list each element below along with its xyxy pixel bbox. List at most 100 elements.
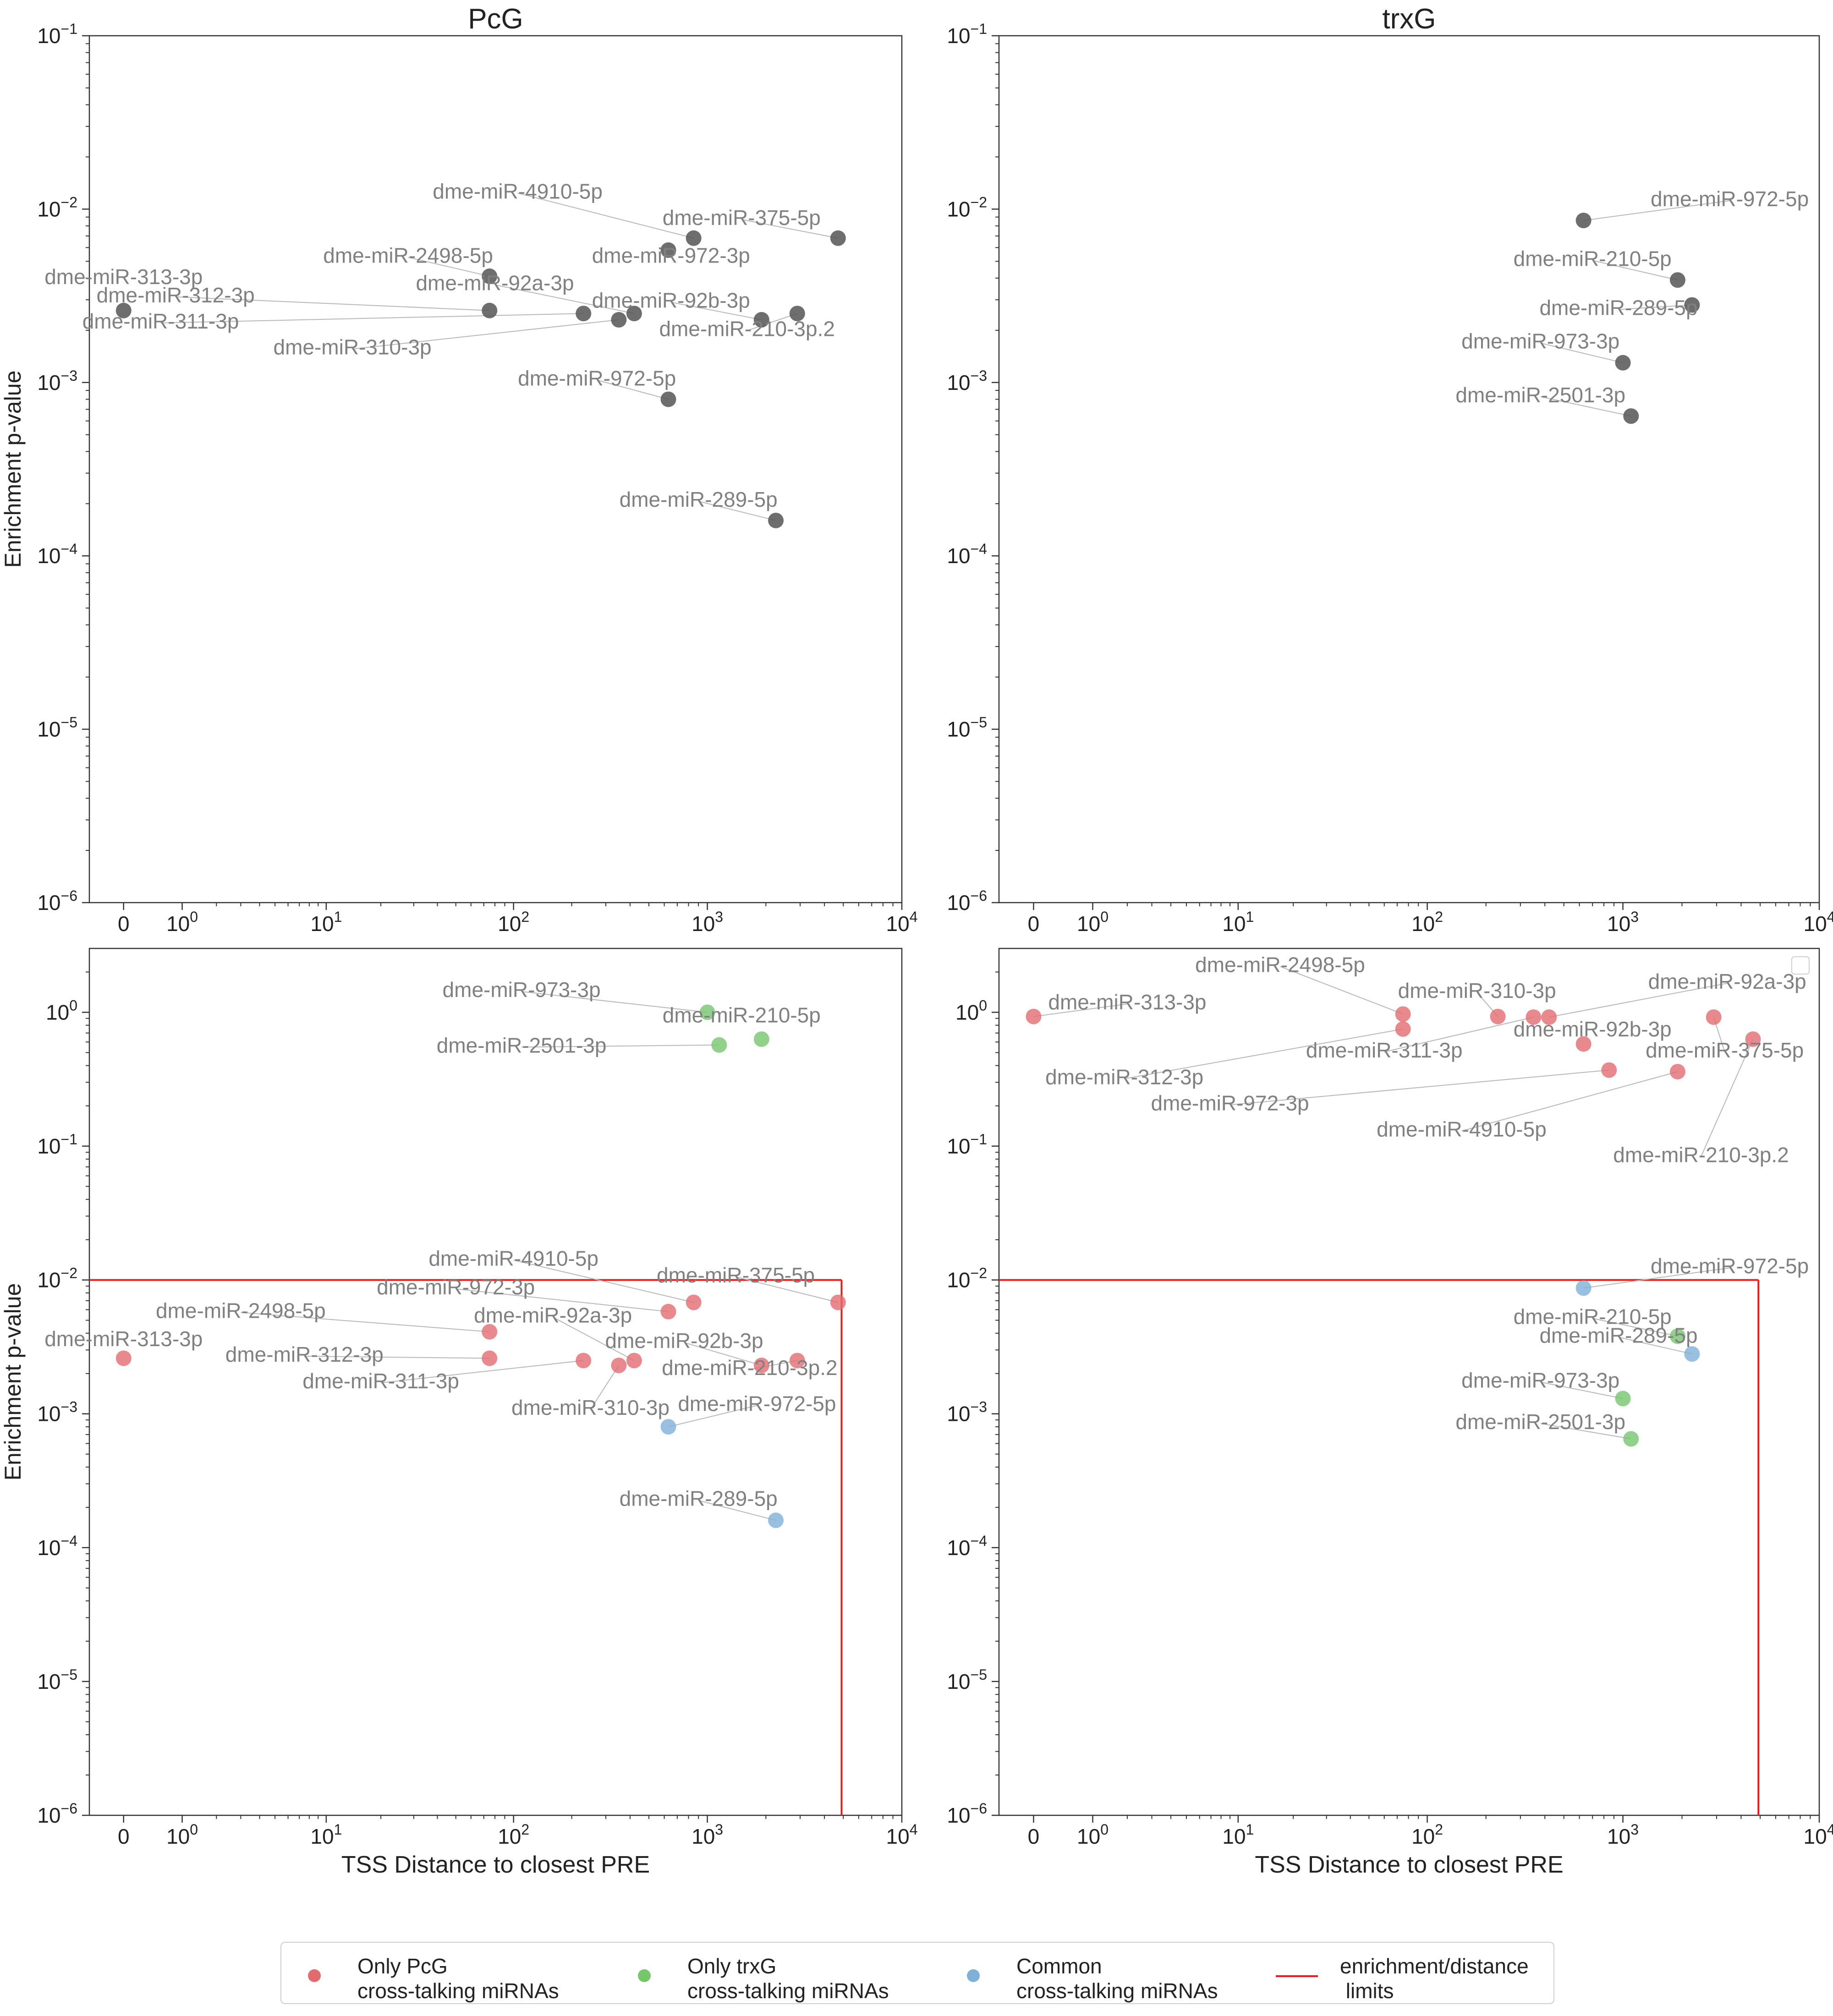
y-tick-label: 10−1: [37, 1131, 77, 1158]
x-tick-label: 103: [691, 909, 723, 936]
x-tick-label: 104: [886, 909, 918, 936]
point-label: dme-miR-289-5p: [1539, 1323, 1697, 1347]
leader-line: [1124, 1028, 1403, 1079]
point-label: dme-miR-92a-3p: [1648, 970, 1806, 993]
point-label: dme-miR-210-3p.2: [662, 1356, 837, 1380]
leader-line: [1592, 1318, 1678, 1337]
point-label: dme-miR-972-3p: [1151, 1091, 1309, 1115]
data-point: [115, 302, 132, 318]
x-tick-label: 101: [1222, 1821, 1254, 1848]
leader-line: [684, 1342, 762, 1366]
y-tick-label: 10−2: [947, 1265, 987, 1292]
leader-line: [304, 1356, 490, 1359]
x-tick-label: 101: [1222, 909, 1254, 936]
data-point: [576, 306, 592, 322]
data-point: [482, 302, 498, 318]
leader-line: [1618, 1337, 1692, 1355]
point-label: dme-miR-972-5p: [678, 1391, 836, 1415]
data-point: [660, 1419, 676, 1435]
data-point: [1526, 1009, 1542, 1025]
leader-line: [521, 1044, 719, 1048]
legend-label-pcg: Only PcG cross-talking miRNAs: [357, 1954, 559, 2003]
point-label: dme-miR-972-5p: [1651, 1254, 1809, 1278]
leader-line: [517, 192, 694, 239]
data-point: [660, 1304, 676, 1320]
data-point: [482, 1350, 498, 1366]
point-label: dme-miR-2498-5p: [323, 244, 493, 268]
leader-line: [1592, 260, 1678, 281]
y-tick-label: 10−6: [947, 1800, 987, 1827]
leader-line: [1549, 982, 1728, 1018]
point-label: dme-miR-289-5p: [620, 1487, 778, 1511]
leader-line: [1701, 1039, 1754, 1157]
point-label: dme-miR-972-5p: [1651, 187, 1809, 211]
data-point: [576, 1353, 592, 1369]
data-point: [830, 1294, 846, 1310]
data-point: [830, 230, 846, 246]
leader-line: [1033, 1003, 1128, 1017]
y-tick-label: 10−2: [947, 194, 987, 221]
data-point: [789, 1353, 805, 1369]
leader-line: [1540, 342, 1623, 363]
point-label: dme-miR-2501-3p: [437, 1033, 607, 1057]
data-point: [611, 1358, 627, 1374]
point-label: dme-miR-973-3p: [1461, 1368, 1619, 1392]
point-label: dme-miR-210-3p.2: [659, 317, 834, 341]
x-tick-label: 100: [166, 909, 198, 936]
point-label: dme-miR-972-3p: [377, 1275, 535, 1299]
y-tick-label: 10−3: [37, 367, 77, 394]
x-tick-label: 100: [166, 1821, 198, 1848]
point-label: dme-miR-310-3p: [511, 1396, 670, 1419]
point-label: dme-miR-375-5p: [657, 1263, 815, 1287]
y-tick-label: 10−1: [947, 1131, 987, 1158]
leader-line: [668, 1405, 757, 1427]
x-tick-label: 102: [498, 1821, 529, 1848]
data-point: [1669, 1063, 1685, 1079]
data-point: [1669, 272, 1685, 288]
leader-line: [597, 379, 669, 400]
y-tick-label: 10−6: [37, 1800, 77, 1827]
y-tick-label: 10−5: [947, 1666, 987, 1693]
data-point: [1669, 1328, 1685, 1344]
leader-line: [1540, 396, 1631, 417]
point-label: dme-miR-973-3p: [443, 978, 601, 1002]
y-tick-label: 100: [46, 997, 77, 1024]
x-axis-label: TSS Distance to closest PRE: [341, 1852, 650, 1878]
data-point: [1026, 1008, 1042, 1024]
y-tick-label: 10−1: [37, 21, 77, 48]
data-point: [660, 242, 676, 258]
data-point: [1706, 1009, 1722, 1025]
point-label: dme-miR-973-3p: [1461, 329, 1619, 353]
y-tick-label: 10−1: [947, 21, 987, 48]
point-label: dme-miR-311-3p: [1306, 1038, 1463, 1062]
x-tick-label: 102: [1411, 1821, 1443, 1848]
leader-line: [553, 1316, 635, 1361]
panel-top-left: PcG Enrichment p-value 10−6 10−5 10−4 10−3 10−…: [0, 3, 917, 936]
leader-line: [1384, 1016, 1534, 1052]
data-point: [1575, 1280, 1592, 1296]
data-point: [768, 512, 784, 528]
y-axis-label: Enrichment p-value: [0, 371, 26, 568]
y-tick-label: 10−5: [37, 714, 77, 741]
data-point: [768, 1512, 784, 1528]
point-label: dme-miR-2498-5p: [156, 1299, 326, 1323]
y-tick-label: 10−3: [37, 1399, 77, 1426]
x-tick-label: 0: [118, 1824, 130, 1848]
data-point: [1575, 1036, 1592, 1052]
x-tick-label: 0: [118, 912, 130, 936]
data-point: [1623, 408, 1639, 424]
point-label: dme-miR-92b-3p: [592, 289, 750, 312]
data-point: [1684, 1346, 1700, 1362]
legend-marker-pcg: [308, 1969, 321, 1982]
data-point: [686, 1294, 702, 1310]
y-tick-label: 10−4: [37, 1533, 77, 1560]
leader-line: [671, 301, 762, 320]
x-tick-label: 100: [1077, 909, 1109, 936]
leader-line: [408, 257, 490, 277]
leader-line: [521, 991, 708, 1013]
y-tick-label: 10−3: [947, 1399, 987, 1426]
panel-bottom-left: Enrichment p-value TSS Distance to closes…: [0, 948, 917, 1878]
point-label: dme-miR-4910-5p: [433, 179, 603, 203]
point-label: dme-miR-92a-3p: [416, 271, 574, 295]
